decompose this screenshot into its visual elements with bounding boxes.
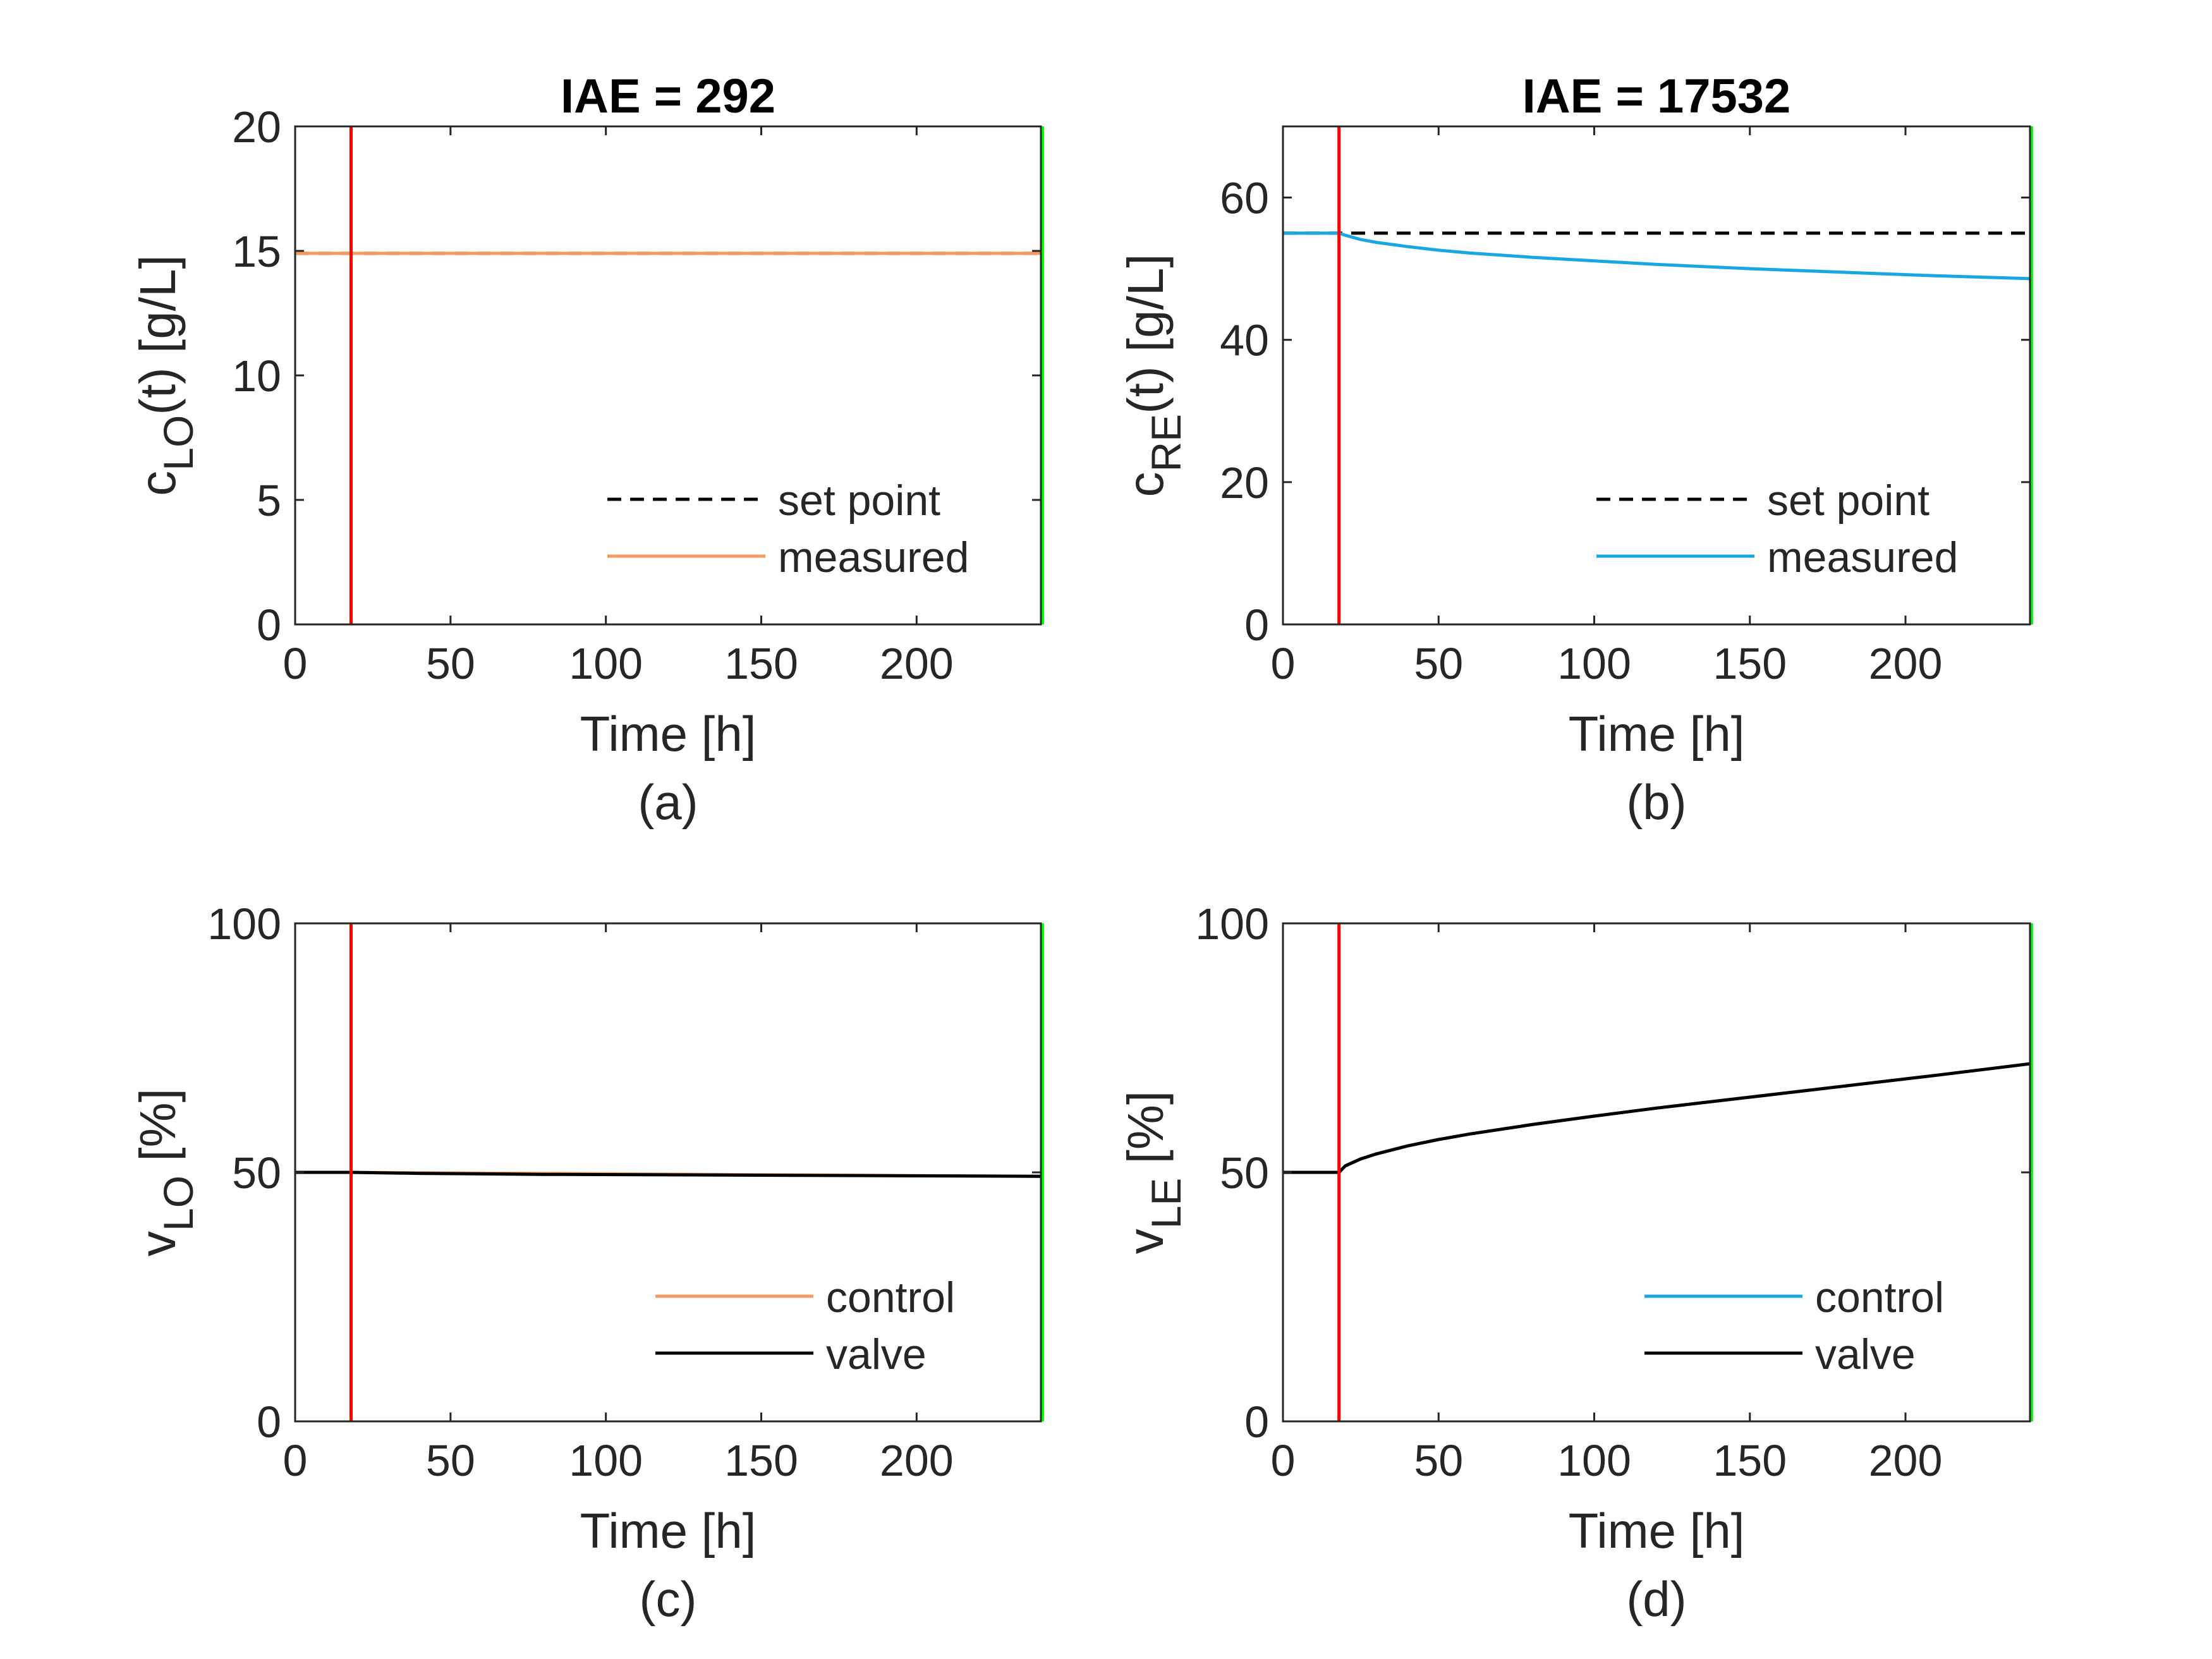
x-tick-label: 200	[1869, 1436, 1943, 1485]
y-tick-label: 15	[232, 227, 281, 276]
legend-label: measured	[1767, 533, 1958, 581]
y-tick-label: 40	[1220, 316, 1269, 365]
y-axis-label-main: c	[1117, 472, 1174, 497]
series-measured-line	[1283, 231, 2031, 281]
y-axis-label-rest: (t) [g/L]	[130, 255, 186, 415]
panel-caption: (b)	[1626, 774, 1686, 830]
y-axis-label: cRE(t) [g/L]	[1117, 253, 1189, 497]
legend: set point measured	[607, 477, 969, 581]
legend-label: measured	[778, 533, 969, 581]
series-group	[1283, 1062, 2031, 1174]
y-axis-label-rest: [%]	[130, 1088, 186, 1176]
x-tick-label: 100	[1557, 1436, 1631, 1485]
panel-d: 0 50 100 150 200 0 50 100 Time [h] (d) vLE [%] cont…	[1117, 899, 2033, 1627]
y-tick-label: 20	[232, 102, 281, 152]
y-tick-label: 100	[1195, 899, 1269, 949]
x-axis-label: Time [h]	[580, 706, 757, 762]
y-axis-label-sub: RE	[1143, 414, 1189, 472]
y-axis-label-main: v	[130, 1231, 186, 1256]
x-tick-label: 200	[880, 639, 954, 688]
y-tick-label: 0	[257, 600, 281, 650]
series-group	[1283, 231, 2031, 281]
chart-title: IAE = 292	[561, 70, 775, 123]
x-axis-label: Time [h]	[1569, 1503, 1745, 1559]
y-tick-label: 0	[1244, 600, 1269, 650]
panel-caption: (c)	[640, 1571, 697, 1627]
legend-label: set point	[1767, 477, 1929, 525]
panel-a: 0 50 100 150 200 0 5 10 15 20 IAE = 292 Time [h] (a)…	[130, 70, 1044, 830]
y-axis-label: cLO(t) [g/L]	[130, 255, 202, 495]
y-tick-label: 50	[232, 1148, 281, 1198]
legend: control valve	[655, 1273, 955, 1378]
legend-label: set point	[778, 477, 940, 525]
panel-c: 0 50 100 150 200 0 50 100 Time [h] (c) vLO [%] cont…	[130, 899, 1044, 1627]
x-tick-label: 0	[283, 1436, 308, 1485]
x-tick-label: 200	[880, 1436, 954, 1485]
x-tick-label: 150	[1713, 639, 1787, 688]
legend-label: control	[1815, 1273, 1944, 1322]
x-tick-label: 100	[569, 1436, 643, 1485]
y-tick-label: 5	[257, 476, 281, 525]
x-tick-label: 150	[724, 639, 798, 688]
x-tick-label: 150	[1713, 1436, 1787, 1485]
x-tick-label: 0	[283, 639, 308, 688]
x-tick-label: 50	[426, 639, 475, 688]
y-axis-label-main: v	[1117, 1229, 1174, 1254]
legend: control valve	[1644, 1273, 1944, 1378]
x-tick-label: 100	[569, 639, 643, 688]
x-tick-label: 0	[1271, 639, 1296, 688]
x-axis-label: Time [h]	[580, 1503, 757, 1559]
y-axis-label: vLO [%]	[130, 1088, 202, 1256]
y-tick-label: 10	[232, 351, 281, 401]
y-tick-label: 60	[1220, 174, 1269, 223]
y-axis-label-rest: [%]	[1117, 1091, 1174, 1178]
x-tick-label: 0	[1271, 1436, 1296, 1485]
y-axis-label-sub: LO	[155, 415, 202, 471]
x-tick-label: 200	[1869, 639, 1943, 688]
x-tick-label: 50	[426, 1436, 475, 1485]
panel-b: 0 50 100 150 200 0 20 40 60 IAE = 17532 Time [h] (b…	[1117, 70, 2033, 830]
y-tick-label: 50	[1220, 1148, 1269, 1198]
y-axis-label: vLE [%]	[1117, 1091, 1189, 1255]
axes-box	[1282, 125, 2031, 626]
legend-label: valve	[826, 1330, 927, 1378]
y-tick-label: 20	[1220, 458, 1269, 507]
legend-label: control	[826, 1273, 955, 1322]
series-valve-line	[295, 1170, 1042, 1178]
legend-label: valve	[1815, 1330, 1916, 1378]
legend: set point measured	[1596, 477, 1958, 581]
x-axis-label: Time [h]	[1569, 706, 1745, 762]
y-axis-label-sub: LO	[155, 1176, 202, 1231]
panel-caption: (a)	[638, 774, 698, 830]
panel-caption: (d)	[1626, 1571, 1686, 1627]
chart-title: IAE = 17532	[1522, 70, 1791, 123]
y-tick-label: 0	[257, 1397, 281, 1447]
x-tick-label: 150	[724, 1436, 798, 1485]
x-tick-label: 50	[1414, 1436, 1463, 1485]
y-tick-label: 100	[207, 899, 281, 949]
plot-area	[1283, 923, 2030, 1421]
plot-area	[295, 126, 1041, 624]
y-axis-label-rest: (t) [g/L]	[1117, 253, 1174, 413]
x-tick-label: 100	[1557, 639, 1631, 688]
plot-area	[1283, 126, 2030, 624]
y-tick-label: 0	[1244, 1397, 1269, 1447]
y-axis-label-sub: LE	[1143, 1178, 1189, 1229]
series-valve-line	[1283, 1062, 2031, 1174]
x-tick-label: 50	[1414, 639, 1463, 688]
y-axis-label-main: c	[130, 471, 186, 496]
